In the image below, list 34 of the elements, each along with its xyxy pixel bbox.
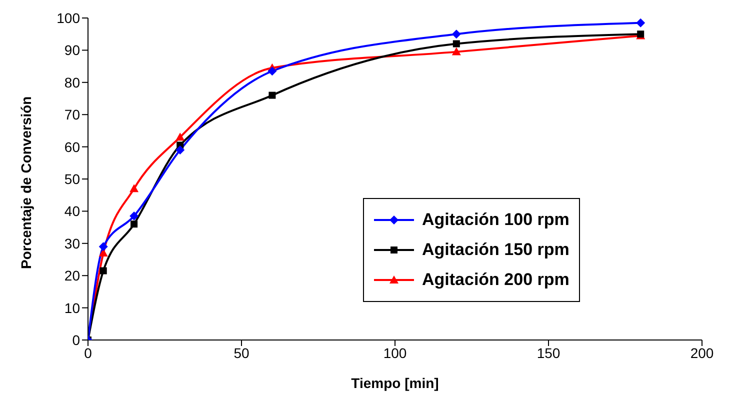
- point: [100, 267, 107, 274]
- x-axis-title: Tiempo [min]: [351, 375, 439, 391]
- point: [130, 220, 138, 228]
- point: [452, 40, 460, 48]
- x-tick-label: 100: [383, 344, 407, 361]
- legend-label: Agitación 200 rpm: [422, 270, 570, 290]
- point: [452, 47, 461, 56]
- point: [268, 66, 277, 76]
- point: [176, 132, 185, 141]
- legend-label: Agitación 150 rpm: [422, 240, 570, 260]
- point: [452, 30, 461, 39]
- y-tick-label: 90: [64, 42, 80, 58]
- x-tick-label: 50: [234, 344, 250, 361]
- y-tick-label: 80: [64, 74, 80, 90]
- legend-label: Agitación 100 rpm: [422, 210, 570, 230]
- point: [98, 242, 108, 252]
- point: [130, 184, 139, 192]
- y-tick-label: 10: [64, 300, 80, 316]
- point: [268, 92, 276, 99]
- y-tick-label: 60: [64, 138, 80, 155]
- y-tick-label: 40: [64, 203, 80, 220]
- y-tick-label: 50: [64, 170, 80, 187]
- x-tick-label: 150: [536, 344, 560, 361]
- x-tick-label: 0: [84, 344, 92, 361]
- point: [636, 18, 646, 28]
- point: [130, 212, 139, 221]
- y-tick-label: 30: [64, 235, 80, 252]
- y-tick-label: 100: [56, 10, 80, 26]
- y-tick-label: 20: [64, 268, 80, 284]
- y-tick-label: 0: [72, 332, 80, 348]
- y-tick-label: 70: [64, 106, 80, 123]
- y-axis-title: Porcentaje de Conversión: [18, 96, 34, 269]
- x-tick-label: 200: [690, 344, 714, 361]
- point: [176, 146, 185, 155]
